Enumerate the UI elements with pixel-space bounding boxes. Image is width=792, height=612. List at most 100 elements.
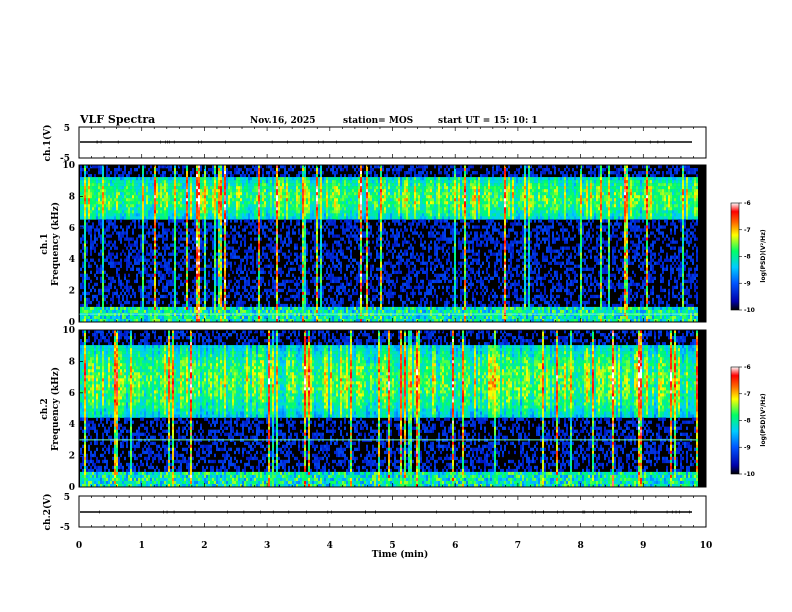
spectrogram-cell bbox=[140, 198, 142, 202]
spectrogram-cell bbox=[232, 309, 234, 314]
spectrogram-cell bbox=[174, 213, 176, 217]
spectrogram-cell bbox=[194, 294, 196, 299]
spectrogram-cell bbox=[142, 246, 144, 250]
spectrogram-cell bbox=[224, 171, 226, 175]
spectrogram-cell bbox=[256, 315, 258, 320]
spectrogram-cell bbox=[318, 195, 320, 199]
spectrogram-cell bbox=[206, 237, 208, 241]
spectrogram-cell bbox=[332, 261, 334, 265]
spectrogram-cell bbox=[242, 315, 244, 320]
spectrogram-cell bbox=[156, 183, 158, 187]
spectrogram-cell bbox=[196, 204, 198, 208]
spectrogram-cell bbox=[196, 270, 198, 274]
spectrogram-cell bbox=[194, 195, 196, 199]
spectrogram-cell bbox=[242, 177, 244, 181]
spectrogram-cell bbox=[130, 309, 132, 314]
spectrogram-cell bbox=[214, 198, 216, 202]
spectrogram-cell bbox=[148, 207, 150, 211]
spectrogram-cell bbox=[150, 288, 152, 293]
spectrogram-cell bbox=[282, 177, 284, 181]
spectrogram-cell bbox=[184, 210, 186, 214]
spectrogram-cell bbox=[112, 198, 114, 202]
spectrogram-cell bbox=[174, 204, 176, 208]
spectrogram-cell bbox=[92, 210, 94, 214]
spectrogram-cell bbox=[340, 249, 342, 253]
spectrogram-cell bbox=[172, 201, 174, 205]
spectrogram-cell bbox=[242, 258, 244, 262]
spectrogram-cell bbox=[204, 246, 206, 250]
spectrogram-cell bbox=[304, 273, 306, 278]
spectrogram-cell bbox=[208, 180, 210, 184]
spectrogram-cell bbox=[232, 237, 234, 241]
spectrogram-cell bbox=[320, 240, 322, 244]
spectrogram-cell bbox=[334, 192, 336, 196]
spectrogram-cell bbox=[276, 306, 278, 311]
spectrogram-cell bbox=[110, 201, 112, 205]
spectrogram-cell bbox=[168, 282, 170, 287]
spectrogram-cell bbox=[228, 309, 230, 314]
spectrogram-cell bbox=[174, 210, 176, 214]
spectrogram-cell bbox=[158, 252, 160, 256]
spectrogram-cell bbox=[194, 201, 196, 205]
spectrogram-cell bbox=[98, 165, 100, 169]
spectrogram-cell bbox=[102, 204, 104, 208]
spectrogram-cell bbox=[86, 276, 88, 281]
spectrogram-cell bbox=[238, 291, 240, 296]
spectrogram-cell bbox=[178, 219, 180, 223]
spectrogram-cell bbox=[186, 258, 188, 262]
spectrogram-cell bbox=[168, 267, 170, 271]
spectrogram-cell bbox=[132, 318, 134, 323]
spectrogram-cell bbox=[130, 207, 132, 211]
spectrogram-cell bbox=[128, 186, 130, 190]
spectrogram-cell bbox=[102, 252, 104, 256]
spectrogram-cell bbox=[132, 204, 134, 208]
spectrogram-cell bbox=[124, 285, 126, 290]
spectrogram-cell bbox=[228, 195, 230, 199]
spectrogram-cell bbox=[148, 216, 150, 220]
spectrogram-cell bbox=[270, 201, 272, 205]
spectrogram-cell bbox=[88, 183, 90, 187]
spectrogram-cell bbox=[100, 288, 102, 293]
spectrogram-cell bbox=[270, 165, 272, 169]
spectrogram-cell bbox=[174, 177, 176, 181]
spectrogram-cell bbox=[116, 204, 118, 208]
spectrogram-cell bbox=[336, 225, 338, 229]
spectrogram-cell bbox=[80, 249, 82, 253]
spectrogram-cell bbox=[158, 309, 160, 314]
spectrogram-cell bbox=[246, 204, 248, 208]
spectrogram-cell bbox=[336, 279, 338, 284]
spectrogram-cell bbox=[144, 237, 146, 241]
spectrogram-cell bbox=[210, 168, 212, 172]
spectrogram-cell bbox=[218, 309, 220, 314]
spectrogram-cell bbox=[154, 201, 156, 205]
spectrogram-cell bbox=[184, 177, 186, 181]
spectrogram-cell bbox=[314, 243, 316, 247]
spectrogram-cell bbox=[154, 240, 156, 244]
spectrogram-cell bbox=[86, 186, 88, 190]
spectrogram-cell bbox=[80, 192, 82, 196]
spectrogram-cell bbox=[212, 168, 214, 172]
spectrogram-cell bbox=[168, 219, 170, 223]
spectrogram-cell bbox=[242, 291, 244, 296]
spectrogram-cell bbox=[276, 294, 278, 299]
spectrogram-cell bbox=[222, 318, 224, 323]
spectrogram-cell bbox=[152, 198, 154, 202]
spectrogram-cell bbox=[114, 204, 116, 208]
spectrogram-cell bbox=[196, 210, 198, 214]
spectrogram-cell bbox=[154, 165, 156, 169]
spectrogram-cell bbox=[336, 255, 338, 259]
spectrogram-cell bbox=[278, 315, 280, 320]
spectrogram-cell bbox=[118, 273, 120, 278]
spectrogram-cell bbox=[150, 207, 152, 211]
spectrogram-cell bbox=[240, 270, 242, 274]
spectrogram-cell bbox=[214, 225, 216, 229]
spectrogram-cell bbox=[136, 240, 138, 244]
spectrogram-cell bbox=[150, 291, 152, 296]
spectrogram-cell bbox=[264, 204, 266, 208]
spectrogram-cell bbox=[186, 276, 188, 281]
spectrogram-cell bbox=[350, 282, 352, 287]
spectrogram-cell bbox=[278, 267, 280, 271]
spectrogram-cell bbox=[106, 225, 108, 229]
spectrogram-cell bbox=[284, 285, 286, 290]
spectrogram-cell bbox=[324, 240, 326, 244]
